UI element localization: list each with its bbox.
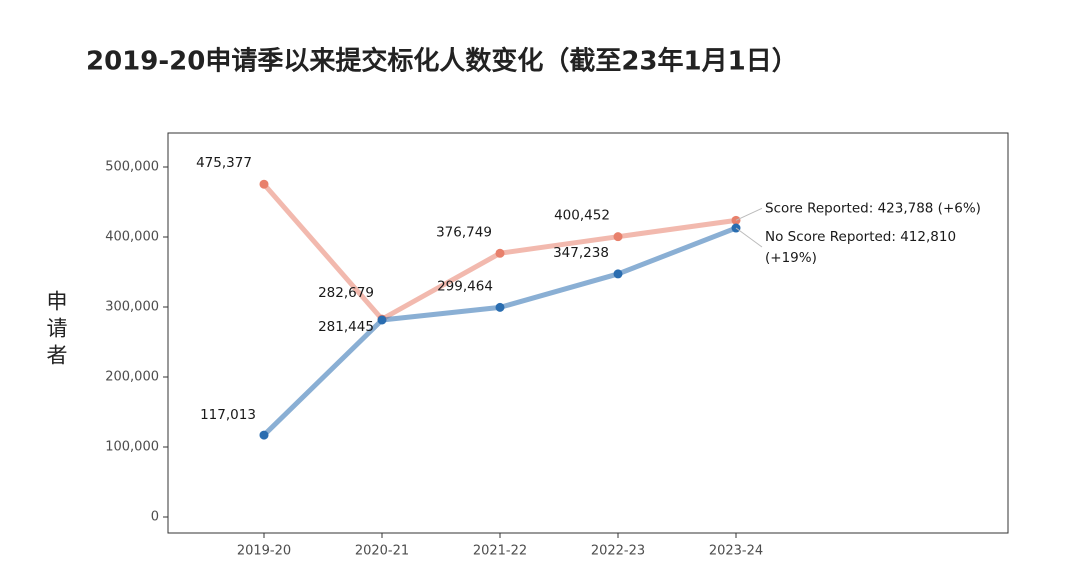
y-tick-label: 400,000	[105, 229, 159, 244]
y-tick-label: 300,000	[105, 299, 159, 314]
value-label: 117,013	[200, 407, 256, 423]
data-point	[259, 430, 269, 440]
annotation-connector	[735, 227, 763, 248]
series-annotation: Score Reported: 423,788 (+6%)	[765, 200, 981, 216]
x-tick-label: 2019-20	[237, 544, 291, 559]
value-label: 376,749	[436, 224, 492, 240]
value-label: 299,464	[437, 278, 493, 294]
x-tick-label: 2023-24	[709, 544, 763, 559]
data-point	[613, 269, 623, 279]
y-tick-label: 200,000	[105, 369, 159, 384]
data-point	[495, 248, 505, 258]
y-axis-label: 申请者	[44, 290, 68, 371]
y-tick-label: 0	[151, 510, 159, 525]
x-tick-label: 2021-22	[473, 544, 527, 559]
plot-frame	[167, 132, 1009, 534]
chart-title: 2019-20申请季以来提交标化人数变化（截至23年1月1日）	[86, 46, 798, 77]
x-tick-label: 2020-21	[355, 544, 409, 559]
data-point	[613, 232, 623, 242]
value-label: 347,238	[553, 245, 609, 261]
data-point	[377, 315, 387, 325]
series-annotation: No Score Reported: 412,810	[765, 229, 956, 245]
x-tick-label: 2022-23	[591, 544, 645, 559]
data-point	[259, 179, 269, 189]
value-label: 282,679	[318, 285, 374, 301]
value-label: 281,445	[318, 319, 374, 335]
data-point	[495, 302, 505, 312]
series-annotation: (+19%)	[765, 250, 817, 266]
y-tick-label: 100,000	[105, 440, 159, 455]
value-label: 475,377	[196, 155, 252, 171]
annotation-connector	[735, 207, 763, 221]
value-label: 400,452	[554, 208, 610, 224]
y-tick-label: 500,000	[105, 159, 159, 174]
